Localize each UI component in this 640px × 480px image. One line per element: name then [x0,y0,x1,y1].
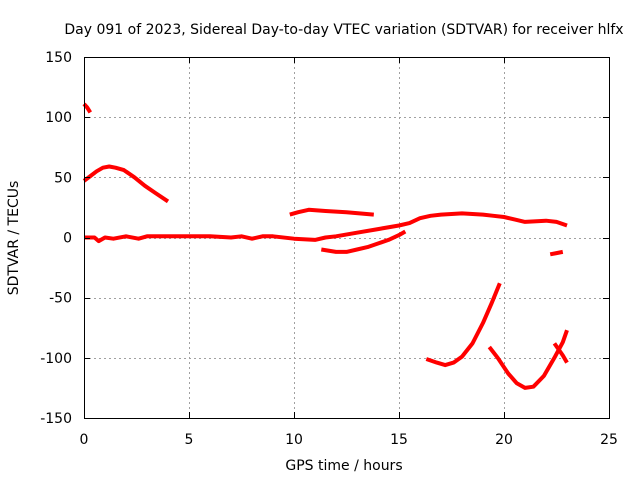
y-tick-label: -100 [40,351,72,367]
series-arc-8 [487,329,569,390]
x-tick-label: 0 [80,432,89,448]
x-tick-label: 20 [495,432,513,448]
y-axis-label: SDTVAR / TECUs [6,181,22,296]
series-arc-5 [320,229,407,254]
x-tick-label: 5 [185,432,194,448]
series-arc-2 [82,164,170,204]
series-arc-9 [552,342,569,364]
x-axis-label: GPS time / hours [285,458,402,474]
y-tick-label: -50 [49,291,72,307]
series-arc-4 [289,207,374,217]
y-tick-label: 50 [54,170,72,186]
series-arc-3 [84,211,568,244]
y-tick-label: 0 [63,231,72,247]
series-arc-7 [425,282,502,368]
x-tick-label: 25 [600,432,618,448]
x-tick-label: 15 [390,432,408,448]
axis-ticks: 0 5 10 15 20 25 -150 -100 -50 0 50 100 150 [40,50,618,448]
y-tick-label: 150 [45,50,72,66]
y-tick-label: 100 [45,110,72,126]
series-layer [82,102,569,390]
y-tick-label: -150 [40,411,72,427]
chart-title: Day 091 of 2023, Sidereal Day-to-day VTE… [64,22,623,38]
series-arc-1 [82,102,92,114]
x-tick-label: 10 [285,432,303,448]
series-arc-6 [549,249,564,257]
